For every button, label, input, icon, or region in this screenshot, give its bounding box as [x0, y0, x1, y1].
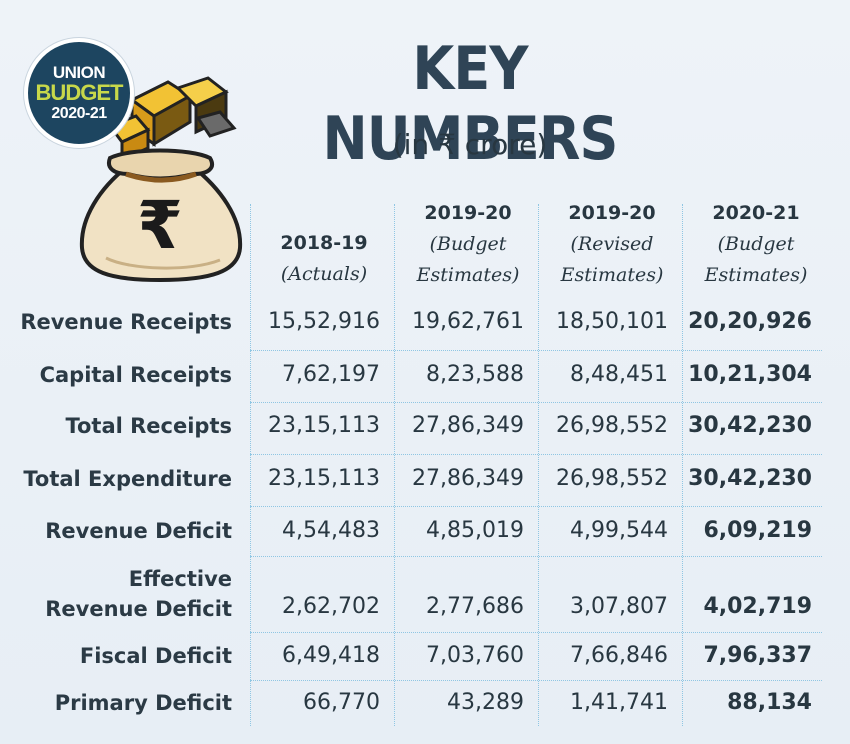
table-cell: 2,62,702 [282, 594, 380, 619]
column-divider [394, 204, 395, 726]
column-subtitle: (Revised [570, 233, 654, 255]
column-subtitle: (Budget [717, 233, 795, 255]
row-label: Revenue Receipts [20, 310, 232, 334]
column-subtitle: (Actuals) [280, 263, 368, 285]
page-subtitle: (in ₹ crore) [392, 128, 548, 161]
column-header-2019-20-re: 2019-20 (Revised Estimates) [540, 198, 684, 291]
row-label: Total Receipts [65, 414, 232, 438]
table-cell: 10,21,304 [688, 362, 812, 387]
badge-line-1: UNION [52, 63, 106, 82]
row-divider [250, 506, 822, 507]
table-cell: 7,96,337 [703, 643, 812, 668]
row-label: Effective [128, 567, 232, 591]
row-divider [250, 632, 822, 633]
table-cell: 18,50,101 [556, 309, 668, 334]
column-divider [682, 204, 683, 726]
table-cell: 6,09,219 [703, 518, 812, 543]
table-cell: 4,99,544 [570, 518, 668, 543]
table-cell: 1,41,741 [570, 690, 668, 715]
row-label: Revenue Deficit [45, 519, 232, 543]
row-divider [250, 454, 822, 455]
row-label: Capital Receipts [39, 363, 232, 387]
table-cell: 30,42,230 [688, 466, 812, 491]
column-subtitle: (Budget [429, 233, 507, 255]
table-cell: 66,770 [303, 690, 380, 715]
rupee-symbol: ₹ [137, 187, 183, 264]
page-title: KEY NUMBERS [322, 34, 618, 174]
row-label-line-2: Revenue Deficit [45, 597, 232, 621]
table-cell: 27,86,349 [412, 413, 524, 438]
table-cell: 6,49,418 [282, 643, 380, 668]
column-year: 2020-21 [712, 202, 800, 224]
table-cell: 7,66,846 [570, 643, 668, 668]
badge-line-3: 2020-21 [51, 105, 107, 122]
row-label: Primary Deficit [54, 691, 232, 715]
table-cell: 8,23,588 [426, 362, 524, 387]
table-cell: 4,02,719 [703, 594, 812, 619]
table-cell: 3,07,807 [570, 594, 668, 619]
table-cell: 4,85,019 [426, 518, 524, 543]
column-header-2020-21-be: 2020-21 (Budget Estimates) [684, 198, 828, 291]
table-cell: 8,48,451 [570, 362, 668, 387]
column-subtitle: Estimates) [560, 264, 664, 286]
table-cell: 19,62,761 [412, 309, 524, 334]
table-cell: 30,42,230 [688, 413, 812, 438]
row-divider [250, 350, 822, 351]
row-label: Total Expenditure [23, 467, 232, 491]
table-cell: 26,98,552 [556, 466, 668, 491]
column-year: 2019-20 [424, 202, 512, 224]
table-cell: 20,20,926 [688, 309, 812, 334]
table-cell: 2,77,686 [426, 594, 524, 619]
column-year: 2018-19 [280, 232, 368, 254]
row-label: Fiscal Deficit [79, 644, 232, 668]
column-subtitle: Estimates) [416, 264, 520, 286]
column-header-2019-20-be: 2019-20 (Budget Estimates) [396, 198, 540, 291]
table-cell: 23,15,113 [268, 413, 380, 438]
row-divider [250, 402, 822, 403]
table-cell: 26,98,552 [556, 413, 668, 438]
table-cell: 4,54,483 [282, 518, 380, 543]
table-cell: 43,289 [447, 690, 524, 715]
row-divider [250, 680, 822, 681]
badge-line-2: BUDGET [35, 80, 124, 105]
column-divider [538, 204, 539, 726]
table-cell: 27,86,349 [412, 466, 524, 491]
money-bag-icon: ₹ [79, 76, 243, 283]
column-year: 2019-20 [568, 202, 656, 224]
column-subtitle: Estimates) [704, 264, 808, 286]
union-budget-badge: UNION BUDGET 2020-21 [24, 38, 134, 148]
table-cell: 15,52,916 [268, 309, 380, 334]
table-cell: 7,03,760 [426, 643, 524, 668]
column-header-2018-19: 2018-19 (Actuals) [252, 228, 396, 290]
column-divider [250, 204, 251, 726]
table-cell: 7,62,197 [282, 362, 380, 387]
table-cell: 88,134 [727, 690, 812, 715]
table-cell: 23,15,113 [268, 466, 380, 491]
row-divider [250, 556, 822, 557]
